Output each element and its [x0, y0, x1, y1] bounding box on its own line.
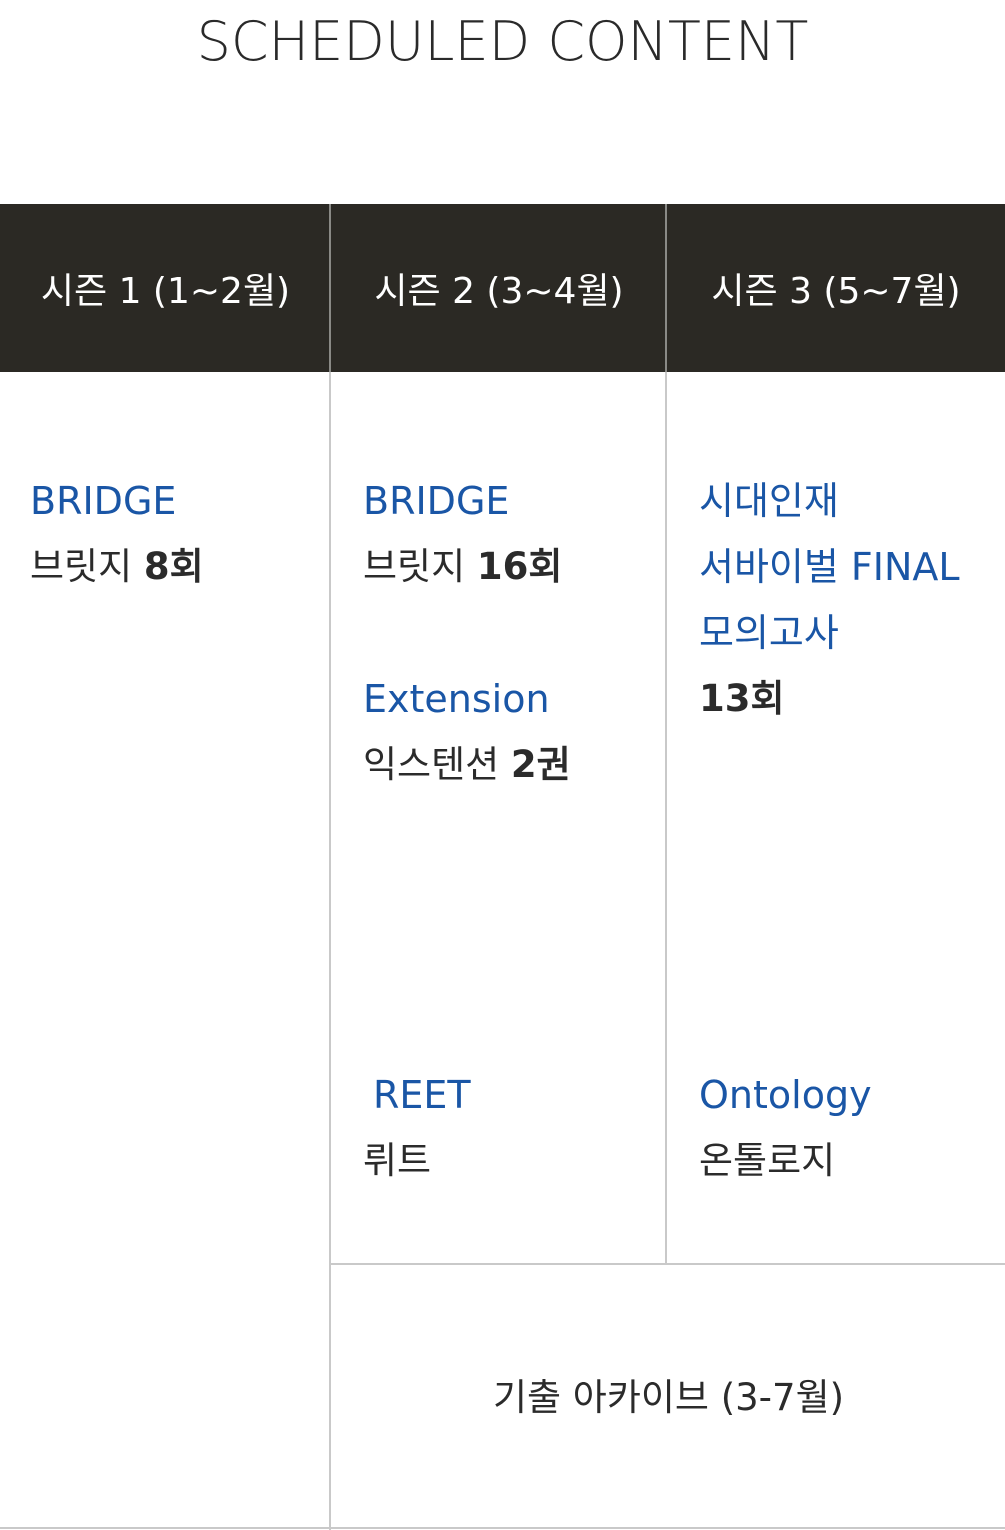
season3-mock-title-line3[interactable]: 모의고사: [699, 611, 839, 655]
season3-ontology-title[interactable]: Ontology: [699, 1073, 872, 1117]
season1-bridge-count: 8회: [143, 545, 204, 588]
season2-bridge-title[interactable]: BRIDGE: [363, 479, 510, 523]
season1-bridge-sub: 브릿지 8회: [30, 534, 204, 600]
season2-extension-sub-text: 익스텐션: [363, 743, 511, 786]
season-3-header: 시즌 3 (5~7월): [711, 271, 961, 312]
column-divider: [329, 372, 331, 1530]
season2-extension-title[interactable]: Extension: [363, 677, 550, 721]
season3-mock-sub: 13회: [699, 666, 785, 732]
season2-extension-count: 2권: [510, 743, 571, 786]
season-1-header: 시즌 1 (1~2월): [40, 271, 291, 312]
season2-reet-sub: 뤼트: [363, 1139, 432, 1182]
season2-bridge-sub-text: 브릿지: [363, 545, 477, 588]
archive-label: 기출 아카이브 (3-7월): [492, 1376, 845, 1419]
season2-bridge-count: 16회: [476, 545, 563, 588]
column-divider: [665, 372, 667, 1264]
season1-bridge-title[interactable]: BRIDGE: [30, 479, 177, 523]
season-2-header: 시즌 2 (3~4월): [374, 271, 624, 312]
season2-reet-title[interactable]: REET: [373, 1073, 471, 1117]
season3-mock-title-line2[interactable]: 서바이벌 FINAL: [699, 545, 960, 589]
season3-mock-title-line1[interactable]: 시대인재: [699, 479, 839, 523]
page-title: SCHEDULED CONTENT: [196, 10, 809, 73]
season1-bridge-sub-text: 브릿지: [30, 545, 144, 588]
header-divider: [329, 204, 331, 372]
table-bottom-border: [0, 1527, 1005, 1529]
header-divider: [665, 204, 667, 372]
season-header-row: 시즌 1 (1~2월) 시즌 2 (3~4월) 시즌 3 (5~7월): [0, 204, 1005, 372]
season3-mock-count: 13회: [699, 677, 785, 720]
season2-extension-sub: 익스텐션 2권: [363, 732, 571, 798]
archive-top-border: [331, 1263, 1005, 1265]
season2-bridge-sub: 브릿지 16회: [363, 534, 562, 600]
season3-ontology-sub: 온톨로지: [699, 1139, 836, 1182]
